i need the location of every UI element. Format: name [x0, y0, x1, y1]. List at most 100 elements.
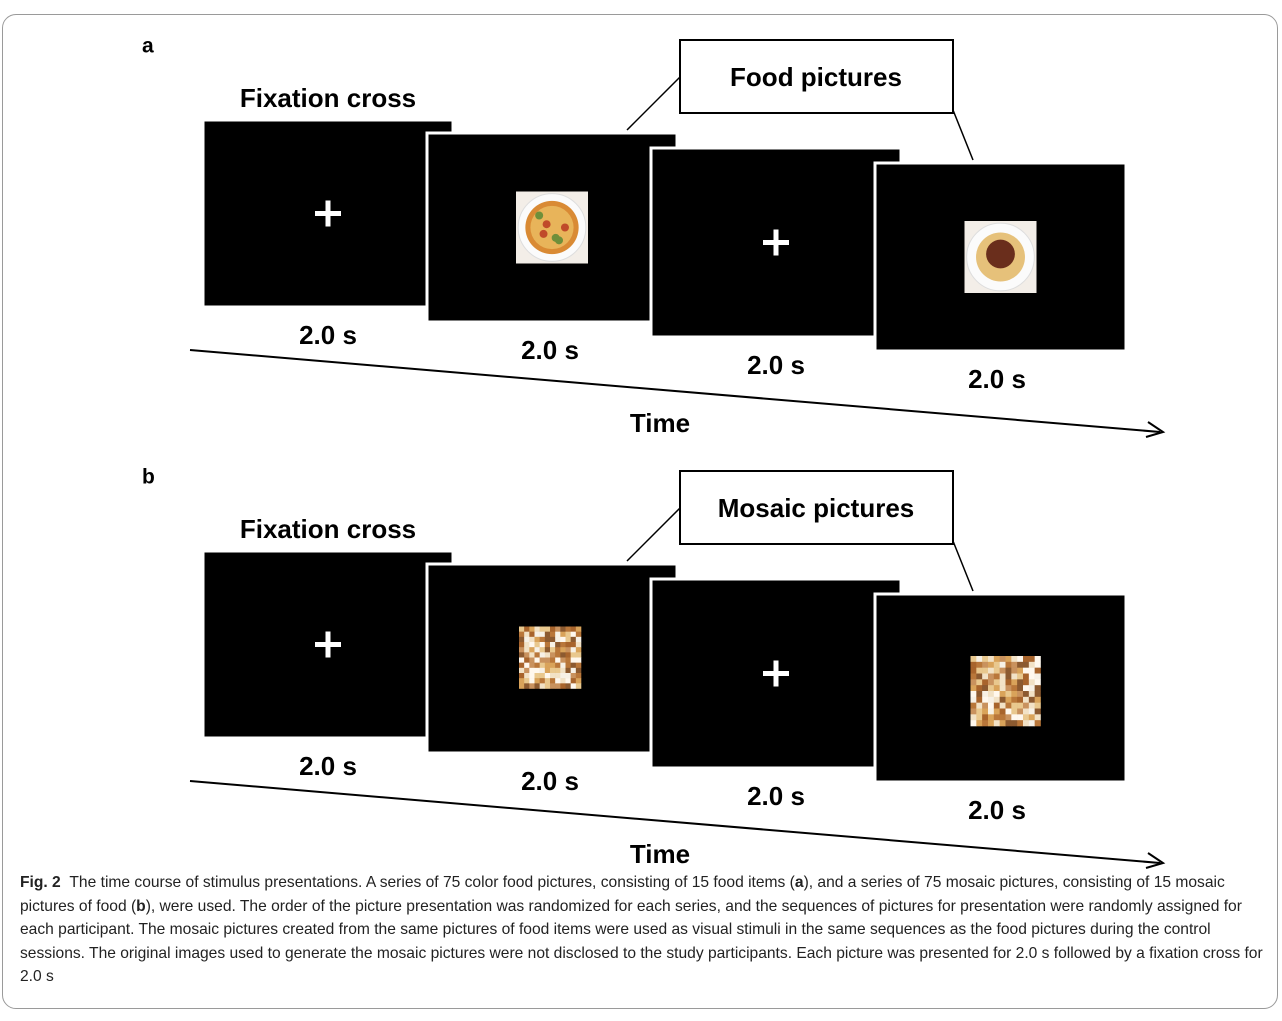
mosaic-cell [555, 652, 561, 658]
mosaic-cell [575, 652, 582, 658]
mosaic-cell [1028, 667, 1035, 674]
mosaic-cell [988, 661, 995, 668]
mosaic-cell [1011, 673, 1018, 680]
mosaic-cell [529, 657, 535, 663]
mosaic-cell [529, 662, 535, 669]
mosaic-cell [565, 657, 571, 663]
mosaic-cell [993, 702, 1000, 709]
mosaic-cell [970, 702, 977, 709]
mosaic-cell [1023, 661, 1030, 668]
mosaic-cell [1034, 714, 1041, 721]
mosaic-cell [1005, 691, 1012, 698]
mosaic-cell [993, 679, 1000, 686]
mosaic-cell [519, 652, 525, 658]
mosaic-cell [1005, 702, 1012, 709]
mosaic-cell [539, 636, 546, 643]
mosaic-cell [1005, 679, 1012, 686]
mosaic-cell [565, 667, 571, 674]
mosaic-cell [1011, 708, 1018, 715]
mosaic-cell [1011, 661, 1018, 668]
mosaic-cell [550, 626, 556, 632]
mosaic-cell [1028, 691, 1035, 698]
figure: a Fixation cross Food pictures 2.0 s 2.0 s 2.… [142, 35, 1166, 869]
mosaic-cell [988, 702, 995, 709]
mosaic-cell [1028, 685, 1035, 692]
mosaic-cell [529, 626, 535, 632]
mosaic-cell [976, 720, 983, 727]
mosaic-cell [555, 662, 561, 669]
mosaic-cell [534, 673, 540, 679]
mosaic-cell [544, 662, 551, 669]
mosaic-cell [1011, 685, 1018, 692]
mosaic-cell [560, 683, 566, 689]
mosaic-cell [970, 667, 977, 674]
mosaic-cell [970, 656, 977, 663]
mosaic-cell [993, 673, 1000, 680]
topping [560, 223, 569, 232]
mosaic-cell [982, 685, 989, 692]
mosaic-cell [534, 667, 540, 674]
mosaic-cell [524, 662, 530, 669]
mosaic-cell [570, 642, 577, 648]
mosaic-cell [1017, 714, 1024, 721]
mosaic-cell [970, 714, 977, 721]
mosaic-cell [565, 683, 571, 689]
fixation-cross [773, 229, 779, 256]
mosaic-cell [1034, 708, 1041, 715]
mosaic-cell [1005, 685, 1012, 692]
mosaic-cell [982, 702, 989, 709]
mosaic-cell [539, 683, 546, 689]
mosaic-cell [1005, 720, 1012, 727]
mosaic-cell [565, 642, 571, 648]
mosaic-cell [970, 673, 977, 680]
mosaic-cell [550, 647, 556, 653]
mosaic-cell [539, 662, 546, 669]
mosaic-cell [529, 647, 535, 653]
mosaic-cell [524, 631, 530, 638]
mosaic-cell [565, 673, 571, 679]
mosaic-cell [1028, 661, 1035, 668]
time-arrowhead [1145, 421, 1166, 438]
mosaic-cell [544, 631, 551, 638]
mosaic-cell [1023, 685, 1030, 692]
caption: Fig. 2 The time course of stimulus prese… [20, 871, 1270, 989]
caption-ref: b [136, 897, 146, 915]
mosaic-cell [1017, 691, 1024, 698]
mosaic-cell [539, 678, 546, 684]
duration-label: 2.0 s [299, 751, 357, 781]
mosaic-cell [1005, 661, 1012, 668]
mosaic-cell [988, 708, 995, 715]
mosaic-cell [1023, 720, 1030, 727]
fixation-label: Fixation cross [240, 83, 416, 113]
mosaic-cell [519, 626, 525, 632]
mosaic-cell [575, 662, 582, 669]
mosaic-cell [565, 631, 571, 638]
mosaic-cell [519, 662, 525, 669]
mosaic-cell [519, 636, 525, 643]
mosaic-cell [570, 662, 577, 669]
mosaic-cell [570, 647, 577, 653]
mosaic-cell [539, 652, 546, 658]
mosaic-cell [976, 661, 983, 668]
mosaic-cell [565, 636, 571, 643]
mosaic-cell [524, 678, 530, 684]
mosaic-cell [1011, 720, 1018, 727]
mosaic-cell [524, 642, 530, 648]
mosaic-cell [575, 673, 582, 679]
mosaic-cell [999, 702, 1006, 709]
mosaic-cell [529, 642, 535, 648]
mosaic-cell [544, 673, 551, 679]
mosaic-cell [550, 667, 556, 674]
mosaic-cell [1023, 679, 1030, 686]
mosaic-cell [1011, 702, 1018, 709]
mosaic-cell [1034, 691, 1041, 698]
callout-line [626, 506, 682, 562]
mosaic-cell [988, 685, 995, 692]
mosaic-cell [999, 656, 1006, 663]
mosaic-cell [519, 673, 525, 679]
mosaic-cell [519, 657, 525, 663]
mosaic-cell [555, 636, 561, 643]
mosaic-cell [529, 683, 535, 689]
mosaic-cell [565, 678, 571, 684]
